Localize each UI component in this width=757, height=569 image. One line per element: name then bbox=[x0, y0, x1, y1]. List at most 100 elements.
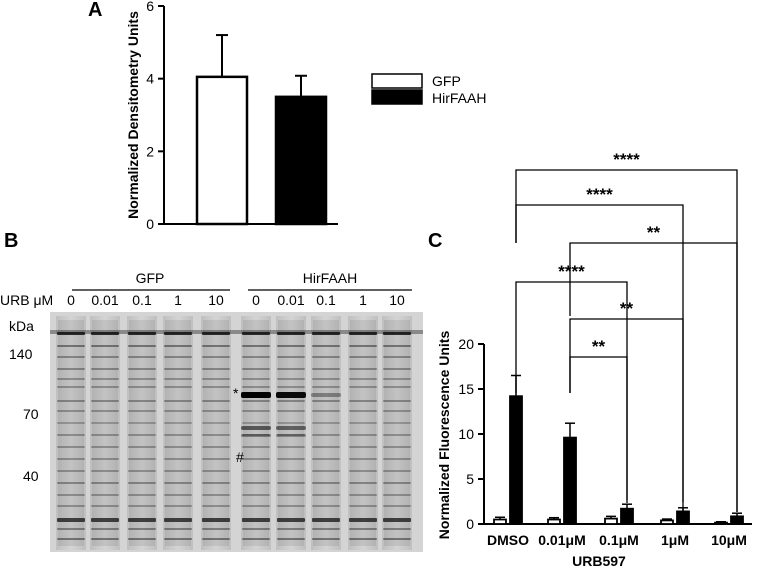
blot-band bbox=[242, 458, 270, 460]
blot-band bbox=[91, 368, 119, 370]
blot-band bbox=[383, 494, 411, 496]
blot-band-faah bbox=[241, 434, 271, 437]
blot-band bbox=[349, 470, 377, 472]
blot-band bbox=[242, 332, 270, 335]
blot-lane-smear bbox=[313, 320, 339, 546]
blot-lane-smear bbox=[58, 320, 84, 546]
panel-b: B GFP HirFAAH URB μM 0 0.01 0.1 1 10 0 0.01 0.1… bbox=[0, 230, 423, 552]
blot-band bbox=[91, 482, 119, 484]
panel-c-y-tick-label: 20 bbox=[458, 336, 474, 352]
blot-band bbox=[91, 538, 119, 540]
blot-band bbox=[349, 356, 377, 358]
blot-band bbox=[277, 332, 305, 335]
blot-band bbox=[242, 518, 270, 522]
blot-band bbox=[277, 470, 305, 472]
legend-swatch-hirfaah bbox=[371, 89, 423, 105]
blot-marker-70: 70 bbox=[23, 406, 39, 422]
blot-band bbox=[57, 446, 85, 448]
panel-c-y-tick-label: 0 bbox=[466, 516, 474, 532]
blot-band bbox=[242, 446, 270, 448]
blot-band bbox=[312, 378, 340, 380]
blot-band bbox=[349, 386, 377, 388]
panel-a-y-tick-label: 4 bbox=[146, 71, 154, 87]
blot-lane bbox=[241, 316, 271, 550]
blot-band bbox=[128, 368, 156, 370]
panel-c-x-tick-label: 0.1μM bbox=[599, 532, 639, 548]
blot-kda-label: kDa bbox=[9, 318, 34, 334]
blot-image bbox=[50, 312, 423, 552]
panel-c-label: C bbox=[428, 230, 442, 252]
blot-band bbox=[91, 400, 119, 402]
significance-label: ** bbox=[620, 299, 634, 318]
blot-band bbox=[57, 410, 85, 412]
blot-lane-smear bbox=[129, 320, 155, 546]
blot-band bbox=[242, 505, 270, 507]
blot-band bbox=[312, 386, 340, 388]
blot-band-faah bbox=[241, 426, 271, 430]
panel-c: C 0 5 10 15 20 Normalized Fluorescence Units… bbox=[428, 150, 752, 569]
blot-band bbox=[164, 410, 192, 412]
blot-lane-smear bbox=[203, 320, 229, 546]
panel-c-y-axis: 0 5 10 15 20 bbox=[458, 336, 752, 532]
blot-band bbox=[383, 368, 411, 370]
blot-band bbox=[349, 518, 377, 522]
blot-band bbox=[128, 482, 156, 484]
blot-lane bbox=[348, 316, 378, 550]
panel-c-bar-4-black bbox=[730, 515, 744, 525]
blot-lane bbox=[276, 316, 306, 550]
blot-band bbox=[349, 378, 377, 380]
blot-band bbox=[277, 538, 305, 540]
blot-band bbox=[91, 378, 119, 380]
panel-c-bar-1-white bbox=[547, 518, 561, 525]
blot-band bbox=[312, 400, 340, 402]
blot-lane bbox=[382, 316, 412, 550]
blot-band bbox=[349, 368, 377, 370]
blot-band bbox=[202, 505, 230, 507]
blot-band bbox=[57, 422, 85, 424]
blot-band bbox=[57, 528, 85, 530]
blot-band bbox=[128, 518, 156, 522]
blot-band bbox=[202, 528, 230, 530]
blot-band bbox=[128, 345, 156, 347]
panel-c-y-tick-label: 15 bbox=[458, 381, 474, 397]
panel-c-bars bbox=[493, 374, 744, 525]
blot-band bbox=[349, 434, 377, 436]
significance-label: **** bbox=[558, 262, 585, 281]
blot-lane-label: 0.01 bbox=[91, 292, 118, 308]
blot-band bbox=[312, 434, 340, 436]
blot-band bbox=[312, 528, 340, 530]
blot-band bbox=[349, 482, 377, 484]
blot-lane-label: 0 bbox=[67, 292, 75, 308]
blot-band bbox=[312, 494, 340, 496]
blot-band bbox=[277, 378, 305, 380]
blot-band bbox=[91, 434, 119, 436]
blot-band bbox=[202, 458, 230, 460]
legend-label-hirfaah: HirFAAH bbox=[432, 90, 486, 106]
blot-band bbox=[91, 422, 119, 424]
blot-band bbox=[349, 422, 377, 424]
blot-band bbox=[242, 368, 270, 370]
blot-band bbox=[128, 446, 156, 448]
panel-a-y-tick-label: 6 bbox=[146, 0, 154, 14]
blot-lane-label: 10 bbox=[208, 292, 224, 308]
blot-band bbox=[164, 345, 192, 347]
blot-band bbox=[277, 386, 305, 388]
blot-lane-labels: 0 0.01 0.1 1 10 0 0.01 0.1 1 10 bbox=[67, 292, 405, 308]
blot-band bbox=[164, 538, 192, 540]
blot-band bbox=[277, 518, 305, 522]
blot-band bbox=[242, 434, 270, 436]
blot-band bbox=[128, 528, 156, 530]
panel-c-x-tick-label: DMSO bbox=[487, 532, 529, 548]
blot-lane bbox=[311, 316, 341, 550]
blot-band bbox=[57, 458, 85, 460]
panel-a-label: A bbox=[88, 0, 102, 21]
blot-band bbox=[312, 538, 340, 540]
blot-band bbox=[128, 386, 156, 388]
blot-band bbox=[128, 422, 156, 424]
blot-band bbox=[91, 332, 119, 335]
panel-c-bar-2-black bbox=[620, 507, 634, 525]
blot-band bbox=[383, 378, 411, 380]
blot-band bbox=[164, 378, 192, 380]
blot-band-faah bbox=[276, 426, 306, 430]
